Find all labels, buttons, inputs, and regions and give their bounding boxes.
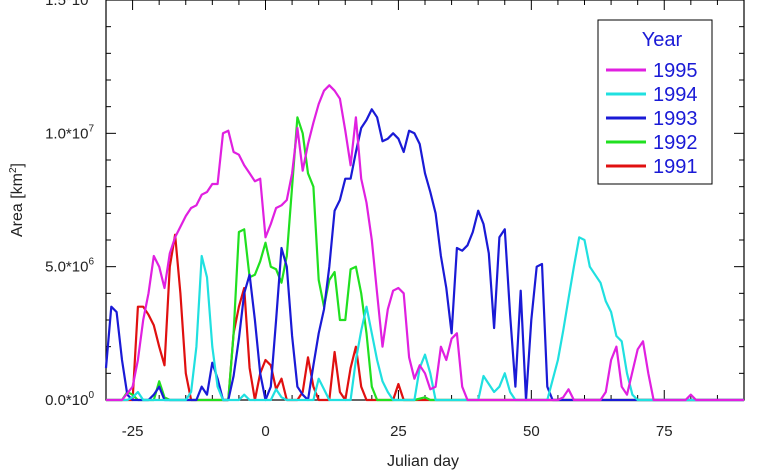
y-tick-label: 1.0*107 <box>45 123 94 142</box>
x-tick-label: -25 <box>122 423 144 440</box>
y-axis-label-text: Area [km <box>9 173 26 237</box>
legend-label-1991: 1991 <box>653 156 698 178</box>
series-line-1995 <box>106 84 744 402</box>
x-tick-label: 75 <box>656 423 673 440</box>
y-axis-label: Area [km2] <box>8 163 26 237</box>
x-axis-label: Julian day <box>387 453 459 470</box>
x-tick-label: 25 <box>390 423 407 440</box>
legend-box <box>597 19 713 185</box>
series-line-1991 <box>106 233 744 402</box>
y-axis-label-close: ] <box>9 163 26 167</box>
series-line-1993 <box>104 108 744 402</box>
legend-label-1995: 1995 <box>653 60 698 82</box>
y-tick-label: 1.5*107 <box>45 0 94 9</box>
y-axis-label-superscript: 2 <box>8 167 19 173</box>
x-tick-label: 0 <box>261 423 269 440</box>
y-tick-label: 0.0*100 <box>45 390 94 409</box>
y-tick-label: 5.0*106 <box>45 257 94 276</box>
legend-title: Year <box>642 29 683 51</box>
x-tick-label: 50 <box>523 423 540 440</box>
series-line-1994 <box>106 236 744 402</box>
legend-label-1993: 1993 <box>653 108 698 130</box>
series-line-1992 <box>106 116 744 402</box>
series-layer <box>104 84 744 402</box>
legend-label-1994: 1994 <box>653 84 698 106</box>
x-tick-labels: -25 0 25 50 75 <box>122 423 673 440</box>
y-tick-labels: 0.0*100 5.0*106 1.0*107 1.5*107 <box>45 0 94 409</box>
legend-label-1992: 1992 <box>653 132 698 154</box>
